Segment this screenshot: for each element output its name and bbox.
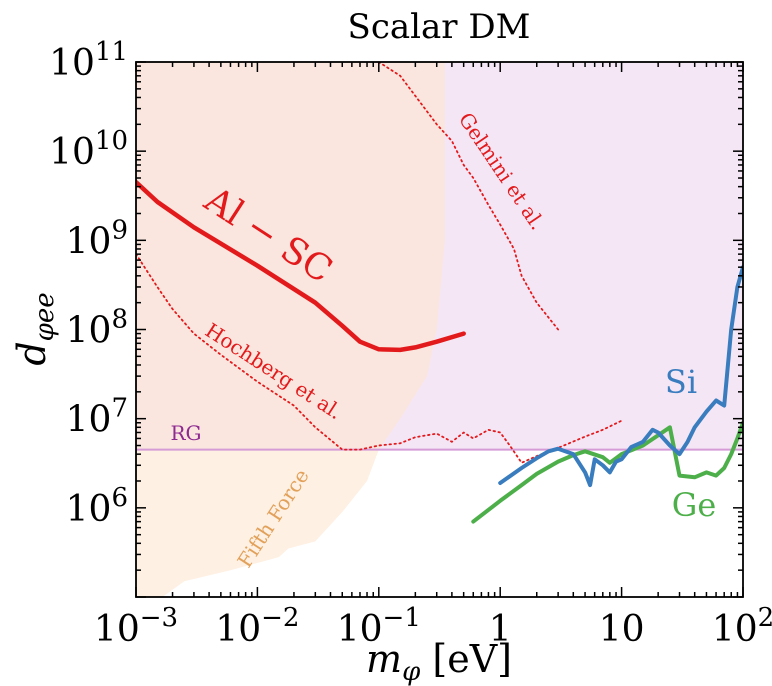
x-axis-label: mφ [eV] [366,637,512,686]
x-tick-label: 10−1 [337,603,421,650]
al-sc-curve [136,179,466,353]
rg-label: RG [170,421,201,445]
y-tick-label: 1010 [49,126,128,173]
si-curve [498,265,743,488]
y-tick-label: 107 [66,394,128,441]
x-tick-label: 10−3 [94,603,178,650]
y-tick-label: 108 [66,305,128,352]
x-tick-label: 10 [599,609,645,650]
hochberg-curve [136,253,623,464]
y-tick-label: 1011 [49,37,128,84]
axis-ticks [135,61,744,598]
axis-tick-labels: 10−3 10−2 10−1 1 10 102 106 107 108 109 1010 1011 [49,37,772,650]
y-axis-label: dφee [10,292,60,365]
fifth-force-region [136,62,445,597]
y-tick-label: 106 [66,483,128,530]
si-label: Si [665,363,697,401]
x-tick-label: 10−2 [215,603,299,650]
y-tick-label: 109 [66,215,128,262]
ge-label: Ge [672,486,717,524]
x-tick-label: 1 [489,609,512,650]
x-tick-label: 102 [712,603,772,650]
gelmini-curve [377,62,559,331]
plot-area [136,62,743,597]
chart-title: Scalar DM [348,7,531,47]
ge-curve [471,420,743,524]
